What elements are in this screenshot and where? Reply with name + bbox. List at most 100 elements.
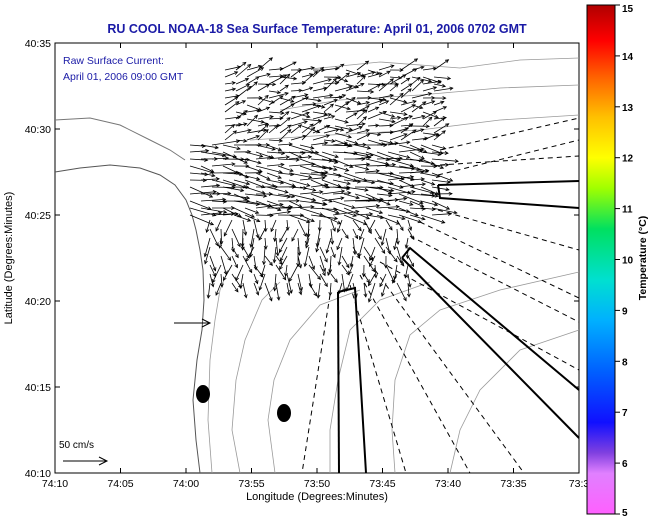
- current-vector-head: [322, 268, 326, 273]
- current-vector: [431, 179, 450, 183]
- current-vector-head: [404, 117, 409, 121]
- current-vector: [204, 246, 211, 264]
- current-vector: [354, 165, 369, 170]
- current-vector-head: [285, 226, 290, 232]
- current-vector-head: [351, 205, 356, 209]
- x-tick-label: 74:05: [107, 478, 133, 490]
- current-vector: [288, 156, 312, 160]
- current-vector: [215, 219, 222, 232]
- current-vector: [244, 193, 267, 197]
- current-vector: [409, 207, 426, 210]
- current-vector: [389, 74, 407, 85]
- current-vector-head: [333, 278, 338, 283]
- current-vector: [275, 237, 279, 256]
- current-vector-head: [431, 100, 436, 104]
- current-vector-head: [375, 169, 380, 174]
- radar-range-line: [439, 117, 580, 151]
- current-vector-head: [327, 113, 332, 117]
- current-vector-head: [399, 92, 404, 97]
- current-vector: [223, 219, 233, 237]
- current-vector: [352, 228, 358, 239]
- current-vector: [211, 140, 240, 146]
- current-vector: [367, 97, 386, 101]
- current-vector: [299, 191, 323, 195]
- current-vector-head: [210, 283, 215, 288]
- current-vector: [433, 106, 447, 113]
- current-vector-head: [266, 176, 271, 180]
- current-vector: [431, 186, 449, 191]
- y-tick-label: 40:35: [25, 38, 51, 50]
- current-vector: [345, 109, 366, 113]
- current-vector: [374, 237, 386, 254]
- current-vector: [345, 139, 358, 145]
- current-vector: [338, 246, 343, 265]
- current-vector-head: [431, 181, 436, 186]
- current-vector: [433, 130, 446, 141]
- current-vector-head: [290, 99, 295, 103]
- current-vector: [368, 273, 376, 286]
- current-vector: [200, 184, 220, 188]
- current-vector: [400, 129, 417, 141]
- current-vector: [376, 151, 401, 161]
- current-vector: [334, 72, 350, 85]
- current-vector-head: [369, 212, 374, 217]
- current-vector: [255, 214, 273, 216]
- current-vector-head: [411, 189, 416, 194]
- current-vector: [200, 165, 214, 173]
- current-vector: [264, 255, 273, 266]
- current-vector: [332, 211, 359, 216]
- current-vector-head: [277, 147, 283, 152]
- current-vector-head: [317, 98, 322, 103]
- current-vector: [387, 191, 415, 195]
- current-vector-head: [243, 231, 248, 236]
- current-vector: [354, 193, 376, 201]
- current-vector-head: [356, 254, 361, 259]
- current-vector-head: [234, 288, 239, 293]
- current-vector-head: [376, 84, 381, 88]
- current-vector-head: [371, 267, 376, 273]
- current-vector: [257, 107, 270, 113]
- current-vector-head: [340, 63, 345, 68]
- current-vector-head: [406, 140, 411, 145]
- current-vector-head: [365, 215, 370, 220]
- current-vector: [266, 151, 285, 154]
- current-vector: [356, 71, 375, 78]
- current-vector: [341, 255, 350, 268]
- current-vector: [398, 200, 413, 206]
- current-vector-head: [243, 160, 248, 164]
- current-vector: [400, 123, 413, 134]
- current-vector-head: [405, 209, 411, 214]
- current-vector-head: [440, 100, 445, 105]
- current-vector: [270, 219, 277, 232]
- current-vector-head: [255, 234, 260, 239]
- current-vector-head: [264, 123, 270, 128]
- current-vector: [290, 124, 302, 134]
- x-axis-label: Longitude (Degrees:Minutes): [246, 491, 388, 503]
- current-vector-head: [231, 248, 235, 253]
- current-vector-head: [389, 93, 395, 98]
- plot-frame: [54, 42, 580, 474]
- current-vector: [189, 150, 209, 153]
- current-vector-head: [214, 145, 219, 150]
- current-vector: [398, 148, 424, 153]
- depth-contour: [207, 269, 229, 474]
- current-vector-head: [323, 141, 329, 146]
- current-vector: [433, 123, 449, 134]
- current-vector: [323, 103, 334, 113]
- current-vector: [268, 68, 284, 71]
- current-vector-head: [448, 191, 453, 196]
- current-vector-head: [255, 291, 260, 296]
- current-vector-head: [363, 293, 368, 298]
- current-vector-head: [271, 146, 276, 151]
- current-vector: [312, 111, 327, 115]
- current-vector-head: [403, 133, 408, 137]
- current-vector-head: [307, 155, 313, 159]
- current-vector: [369, 255, 376, 267]
- y-axis-ticks: 40:35 40:30 40:25 40:20 40:15 40:10: [25, 38, 579, 480]
- current-vector: [329, 255, 332, 273]
- current-vector: [321, 144, 351, 147]
- current-vector-head: [337, 261, 342, 266]
- current-vector: [356, 90, 374, 93]
- current-vector: [378, 65, 394, 71]
- current-vector-head: [391, 119, 396, 124]
